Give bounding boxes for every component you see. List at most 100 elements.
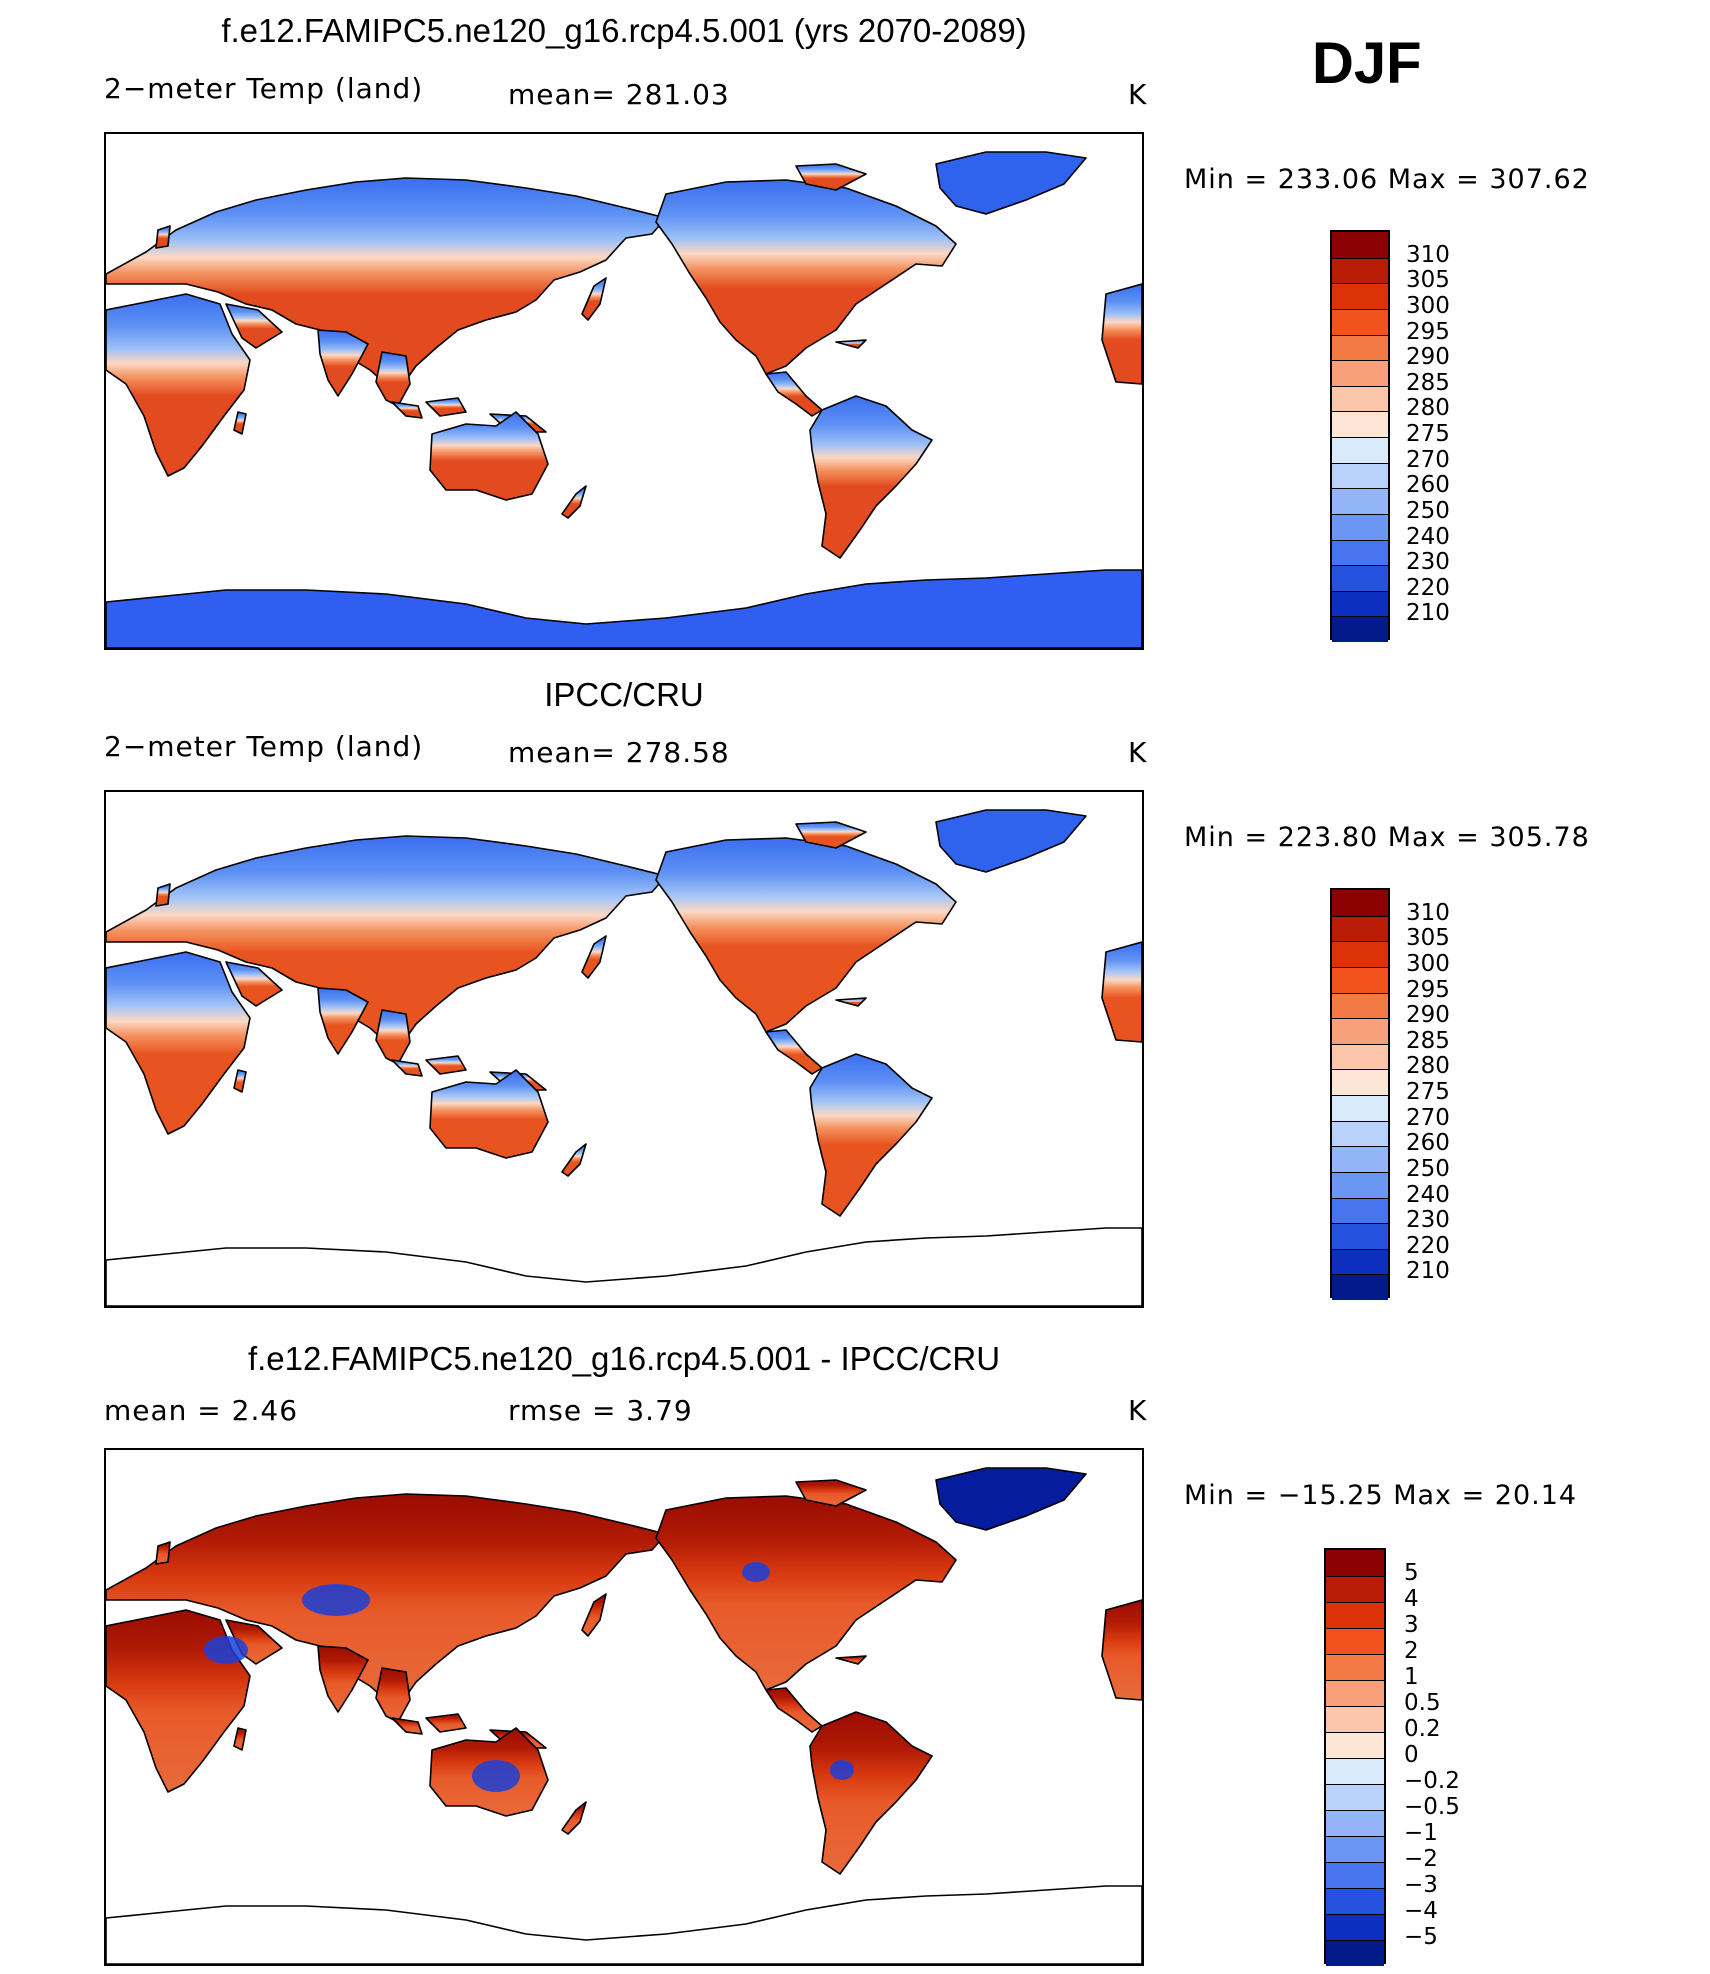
panel-1-minmax: Min = 233.06 Max = 307.62 (1184, 164, 1590, 195)
colorbar-swatch (1332, 1095, 1388, 1121)
land-antarctica (106, 1885, 1142, 1964)
map-svg (106, 809, 1142, 1306)
land-arabia (225, 961, 283, 1007)
land-caribbean (835, 997, 867, 1007)
colorbar-tick-label: 310 (1406, 899, 1450, 926)
colorbar-tick-label: −2 (1404, 1846, 1438, 1872)
land-indonesia1 (391, 1059, 423, 1077)
land-uk (155, 225, 171, 249)
land-indonesia2 (425, 1055, 467, 1075)
land-eurasia (106, 177, 667, 387)
colorbar-boxes (1330, 888, 1390, 1300)
land-uk (155, 883, 171, 907)
season-label: DJF (1312, 31, 1422, 96)
land-japan (581, 277, 607, 321)
land-india (317, 987, 369, 1055)
panel-2-map (104, 790, 1144, 1308)
colorbar-tick-label: 295 (1406, 318, 1450, 345)
colorbar-swatch (1332, 616, 1388, 642)
land-samerica (809, 1053, 933, 1217)
colorbar-tick-label: 220 (1406, 574, 1450, 601)
panel-3-title: f.e12.FAMIPC5.ne120_g16.rcp4.5.001 - IPC… (247, 1340, 1001, 1377)
land-canadaisl (795, 1479, 867, 1507)
panel-3-map (104, 1448, 1144, 1966)
colorbar-swatch (1332, 1248, 1388, 1275)
land-greenland (935, 1467, 1087, 1531)
colorbar-swatch (1326, 1628, 1384, 1654)
colorbar-tick-label: 305 (1406, 925, 1450, 952)
land-madagascar (233, 1069, 247, 1093)
colorbar-swatch (1326, 1680, 1384, 1706)
land-centralam (765, 371, 823, 417)
land-arabia (225, 303, 283, 349)
land-india (317, 1645, 369, 1713)
land-namerica (655, 1495, 957, 1691)
colorbar-swatch (1332, 411, 1388, 437)
land-indonesia2 (425, 1713, 467, 1733)
panel-3-rmse-label: rmse = 3.79 (508, 1394, 693, 1427)
colorbar-tick-label: 300 (1406, 950, 1450, 977)
colorbar-tick-label: 230 (1406, 1207, 1450, 1234)
colorbar-swatch (1326, 1732, 1384, 1758)
panel-3-minmax: Min = −15.25 Max = 20.14 (1184, 1480, 1578, 1511)
colorbar-swatch (1332, 232, 1388, 258)
colorbar-swatch (1332, 992, 1388, 1019)
colorbar-tick-label: 1 (1404, 1664, 1419, 1690)
colorbar-swatch (1332, 385, 1388, 412)
colorbar-swatch (1326, 1836, 1384, 1862)
colorbar-swatch (1326, 1654, 1384, 1680)
colorbar-tick-label: 305 (1406, 267, 1450, 294)
colorbar-swatch (1332, 1197, 1388, 1224)
panel-2-title: IPCC/CRU (544, 676, 704, 713)
land-indonesia1 (391, 1717, 423, 1735)
panel-2-mean-label: mean= 278.58 (508, 736, 730, 769)
map-svg (106, 1467, 1142, 1964)
colorbar-tick-label: 275 (1406, 1079, 1450, 1105)
colorbar-swatch (1332, 590, 1388, 617)
land-greenland (935, 809, 1087, 873)
map-svg (106, 151, 1142, 648)
colorbar-swatch (1332, 941, 1388, 967)
colorbar-tick-label: 2 (1404, 1638, 1419, 1664)
land-antarctica (106, 1227, 1142, 1306)
land-canadaisl (795, 821, 867, 849)
colorbar-tick-label: 0 (1404, 1742, 1419, 1768)
colorbar-swatch (1332, 915, 1388, 942)
colorbar-swatch (1332, 1146, 1388, 1172)
land-australia (429, 1069, 549, 1159)
panel-1-units: K (1128, 78, 1148, 111)
cold-anomaly (830, 1760, 854, 1780)
colorbar-swatch (1332, 257, 1388, 284)
colorbar-tick-label: 220 (1406, 1232, 1450, 1259)
panel-2-units: K (1128, 736, 1148, 769)
colorbar-tick-label: 290 (1406, 344, 1450, 371)
colorbar-tick-label: 210 (1406, 1258, 1450, 1285)
land-japan (581, 1593, 607, 1637)
colorbar-swatch (1332, 966, 1388, 993)
colorbar-tick-label: −0.2 (1404, 1768, 1460, 1794)
panel-3-mean-label: mean = 2.46 (104, 1394, 299, 1427)
colorbar-swatch (1332, 1223, 1388, 1249)
panel-1-mean-label: mean= 281.03 (508, 78, 730, 111)
colorbar-swatch (1326, 1706, 1384, 1732)
land-safrica_edge (1101, 283, 1142, 385)
colorbar-tick-label: 5 (1404, 1560, 1419, 1586)
colorbar-swatch (1332, 462, 1388, 489)
colorbar-swatch (1332, 360, 1388, 386)
colorbar-tick-label: 285 (1406, 1027, 1450, 1054)
colorbar-tick-label: 270 (1406, 446, 1450, 473)
colorbar-tick-label: 250 (1406, 1155, 1450, 1182)
colorbar-swatch (1326, 1784, 1384, 1810)
colorbar-swatch (1332, 1120, 1388, 1147)
land-seasia (375, 1667, 411, 1723)
land-safrica_edge (1101, 941, 1142, 1043)
colorbar-swatch (1332, 283, 1388, 309)
colorbar-swatch (1326, 1576, 1384, 1602)
colorbar-swatch (1332, 1171, 1388, 1198)
colorbar-tick-label: 280 (1406, 1053, 1450, 1080)
colorbar-tick-label: −0.5 (1404, 1794, 1460, 1820)
land-greenland (935, 151, 1087, 215)
colorbar-tick-label: 275 (1406, 421, 1450, 447)
cold-anomaly (204, 1636, 248, 1664)
land-namerica (655, 837, 957, 1033)
